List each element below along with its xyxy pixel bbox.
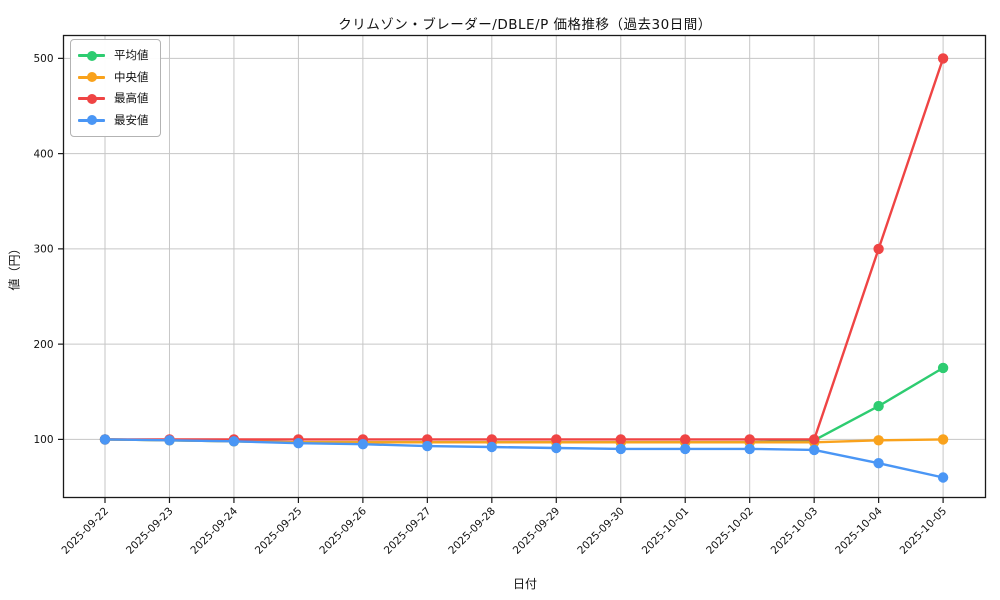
- data-point-min: [357, 439, 369, 450]
- x-tick-label: 2025-10-01: [640, 505, 692, 557]
- legend-item-max: 最高値: [78, 88, 149, 110]
- data-point-min: [615, 443, 626, 455]
- legend-label-max: 最高値: [114, 91, 149, 105]
- data-point-max: [551, 434, 562, 445]
- gridlines: [63, 35, 986, 498]
- data-point-min: [744, 443, 755, 455]
- data-point-max: [873, 243, 884, 255]
- data-point-min: [680, 443, 691, 455]
- x-tick-label: 2025-09-25: [253, 505, 305, 557]
- legend-marker-min-icon: [78, 115, 105, 126]
- data-point-min: [809, 444, 820, 456]
- legend-label-median: 中央値: [114, 69, 149, 84]
- legend: 平均値 中央値 最高値 最安値: [70, 39, 161, 137]
- x-tick-label: 2025-09-27: [382, 505, 434, 557]
- legend-item-min: 最安値: [78, 110, 149, 132]
- data-point-min: [164, 435, 175, 446]
- x-tick-label: 2025-09-30: [575, 505, 627, 557]
- data-point-max: [680, 434, 691, 445]
- data-point-min: [873, 458, 884, 469]
- data-point-min: [293, 438, 304, 449]
- x-tick-label: 2025-09-28: [446, 505, 498, 557]
- legend-label-average: 平均値: [114, 48, 149, 62]
- data-point-min: [99, 434, 111, 445]
- legend-marker-max-icon: [78, 93, 105, 104]
- data-point-average: [937, 362, 949, 374]
- x-tick-label: 2025-09-22: [59, 505, 111, 557]
- legend-marker-average-icon: [78, 50, 105, 61]
- x-tick-label: 2025-10-02: [704, 505, 756, 557]
- y-tick-label: 100: [33, 434, 53, 446]
- legend-label-min: 最安値: [114, 112, 149, 127]
- x-tick-label: 2025-09-29: [511, 505, 563, 557]
- x-tick-label: 2025-09-26: [317, 505, 369, 557]
- data-point-max: [615, 434, 626, 445]
- data-point-min: [551, 442, 562, 454]
- data-point-max: [744, 434, 755, 445]
- x-axis-label: 日付: [512, 577, 537, 591]
- data-point-max: [809, 434, 820, 445]
- data-point-max: [486, 434, 497, 445]
- x-tick-label: 2025-09-24: [188, 505, 240, 557]
- data-point-average: [873, 400, 884, 412]
- x-tick-label: 2025-10-03: [769, 505, 821, 557]
- data-point-median: [873, 435, 884, 446]
- data-point-max: [937, 53, 949, 64]
- x-tick-label: 2025-09-23: [124, 505, 176, 557]
- data-point-min: [422, 440, 433, 452]
- series-min: [99, 434, 949, 483]
- data-point-min: [937, 472, 949, 483]
- series-average: [99, 362, 949, 448]
- y-tick-label: 200: [33, 339, 53, 351]
- y-tick-label: 500: [33, 53, 53, 65]
- x-tick-label: 2025-10-04: [833, 505, 885, 557]
- legend-item-median: 中央値: [78, 67, 149, 89]
- data-point-min: [228, 436, 240, 447]
- data-point-median: [937, 434, 949, 445]
- x-tick-label: 2025-10-05: [898, 505, 950, 557]
- legend-marker-median-icon: [78, 72, 105, 83]
- legend-item-average: 平均値: [78, 45, 149, 67]
- data-point-min: [486, 441, 497, 453]
- plot-border: [62, 34, 987, 499]
- chart-title: クリムゾン・ブレーダー/DBLE/P 価格推移（過去30日間）: [338, 17, 712, 33]
- y-tick-label: 400: [33, 148, 53, 160]
- y-tick-label: 300: [33, 244, 53, 256]
